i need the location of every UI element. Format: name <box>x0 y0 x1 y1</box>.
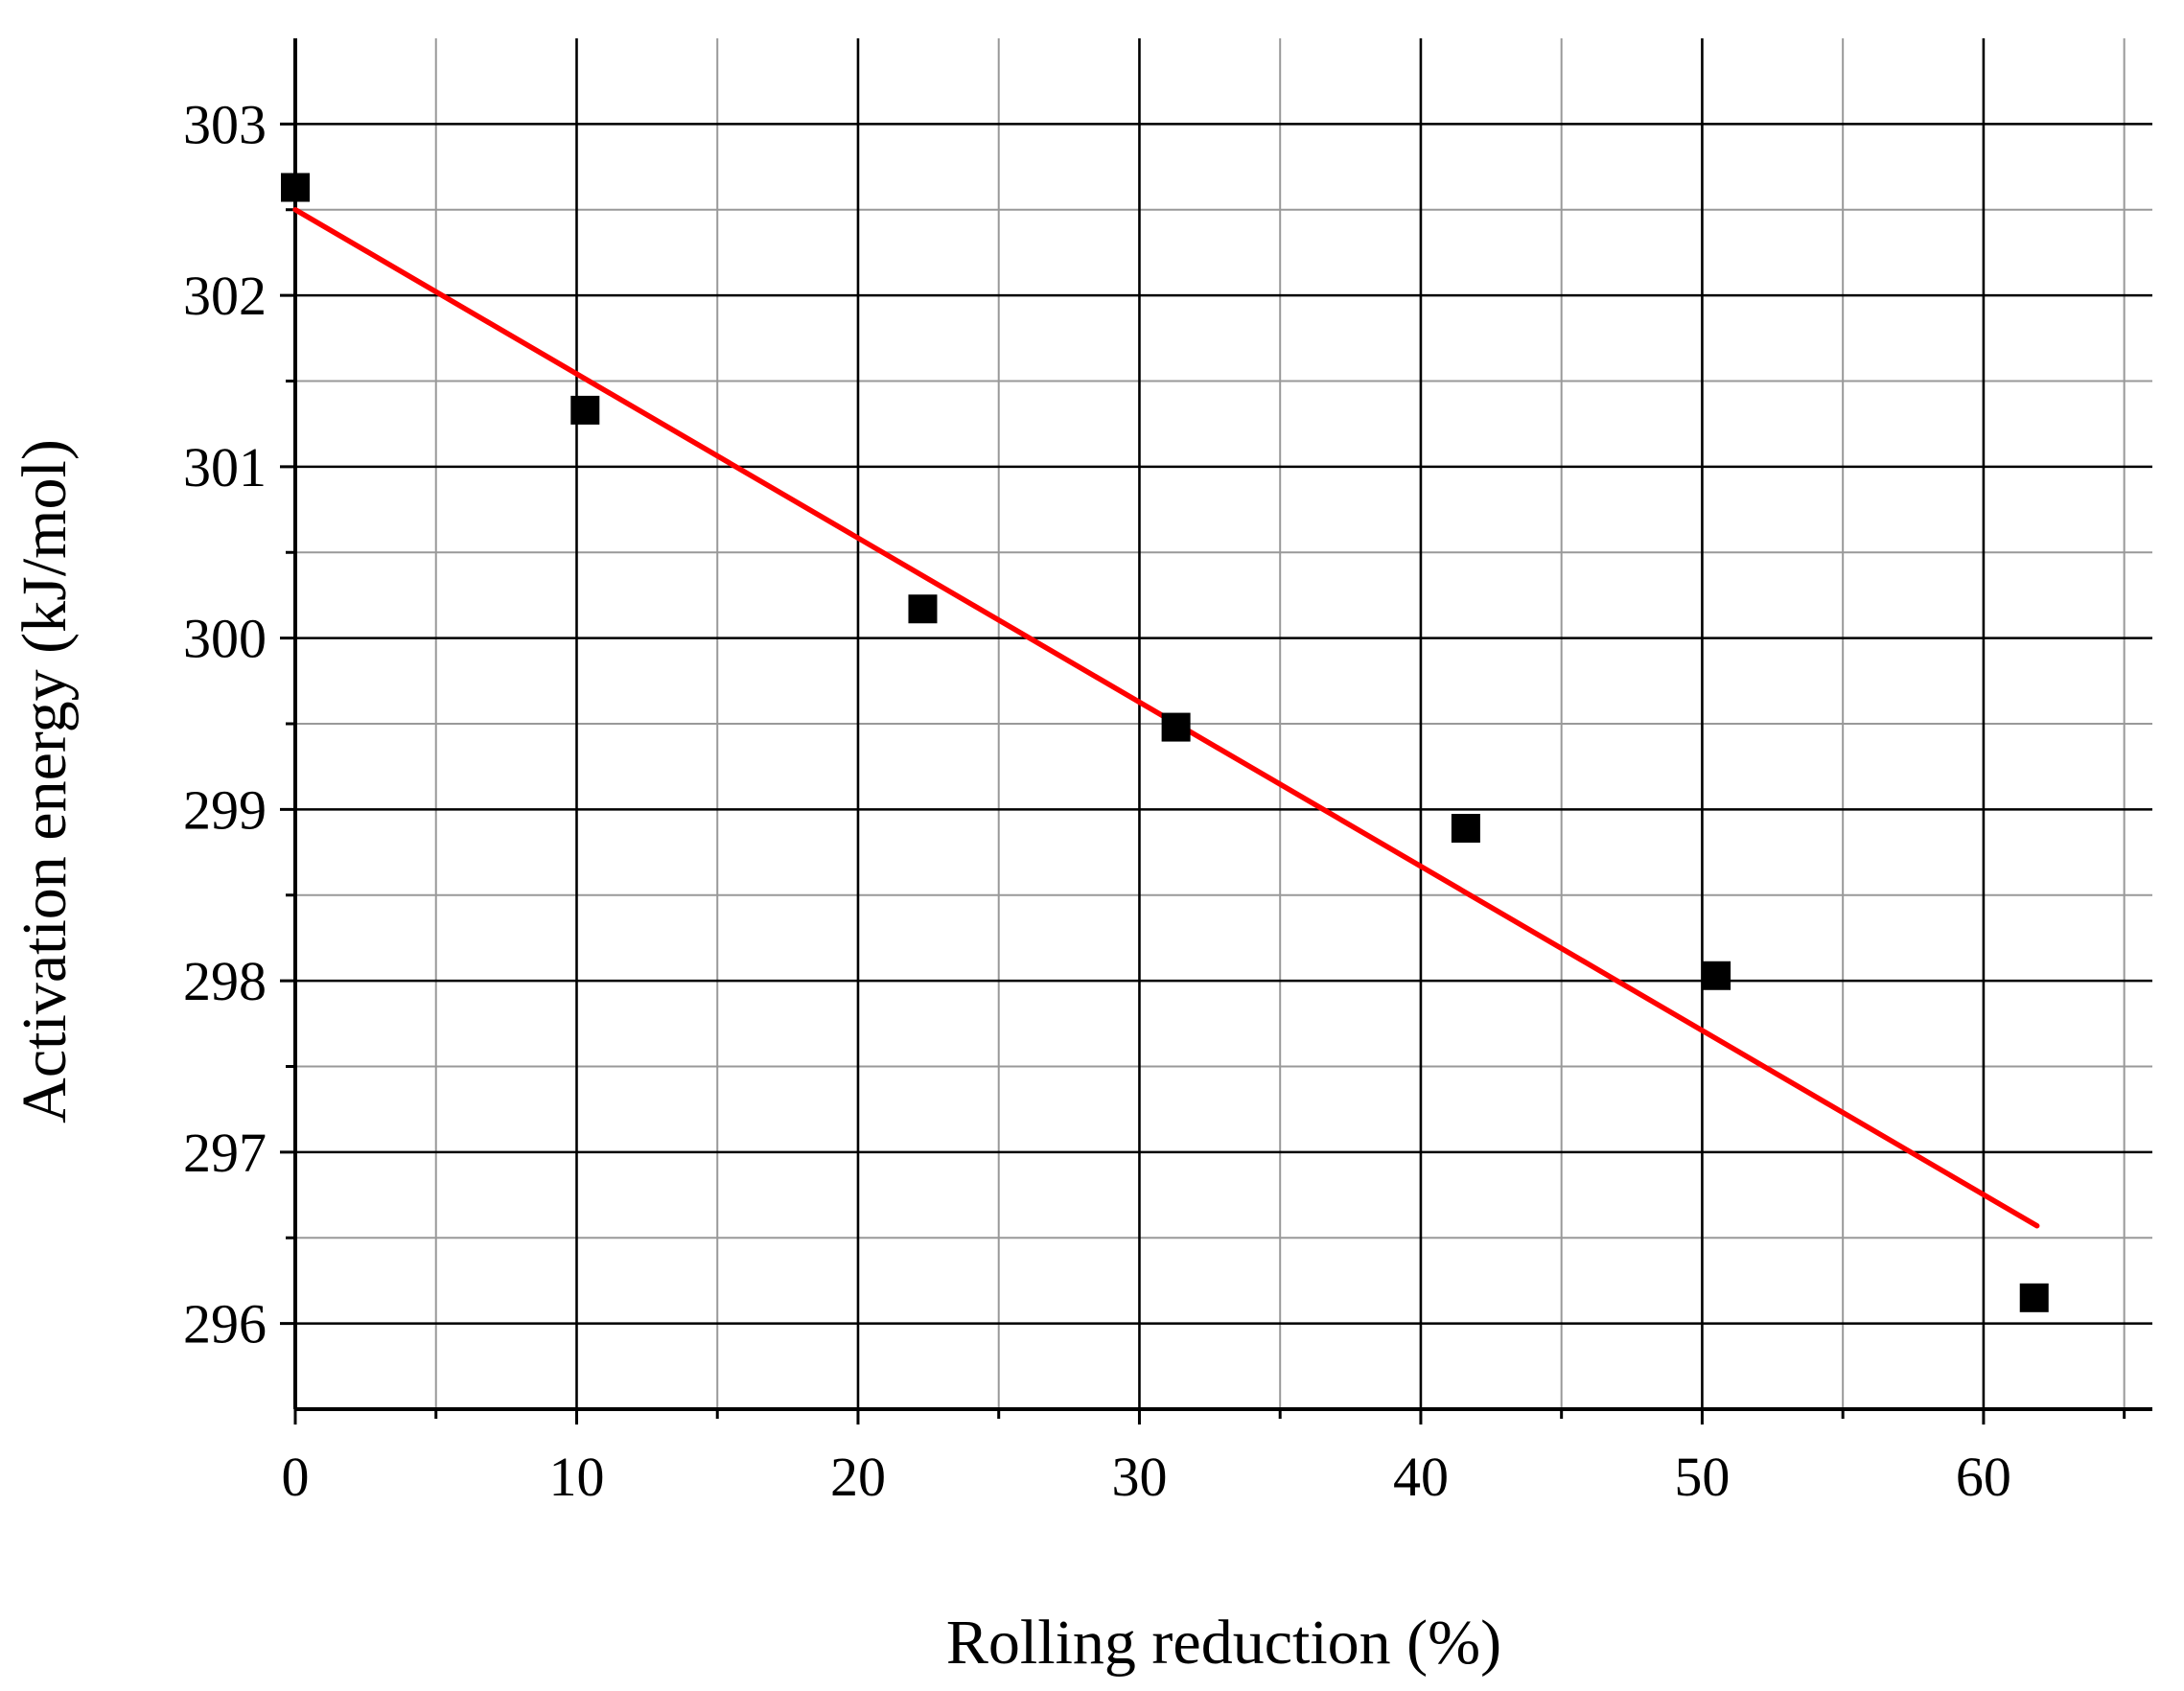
y-tick-label: 296 <box>183 1293 267 1355</box>
x-tick-label: 30 <box>1111 1446 1167 1508</box>
y-tick-label: 300 <box>183 608 267 670</box>
x-tick-label: 10 <box>548 1446 604 1508</box>
y-tick-label: 303 <box>183 93 267 155</box>
y-tick-label: 298 <box>183 950 267 1012</box>
x-tick-label: 50 <box>1674 1446 1730 1508</box>
grid-minor <box>295 38 2152 1409</box>
data-points <box>281 173 2049 1312</box>
x-tick-label: 40 <box>1393 1446 1449 1508</box>
data-point <box>908 594 938 624</box>
y-tick-label: 297 <box>183 1122 267 1184</box>
x-tick-label: 60 <box>1956 1446 2011 1508</box>
data-point <box>1702 961 1731 990</box>
data-point <box>1451 814 1480 844</box>
ticks <box>280 122 2126 1425</box>
data-point <box>2019 1283 2049 1312</box>
data-point <box>281 173 310 202</box>
data-point <box>570 395 600 425</box>
data-point <box>1161 712 1191 742</box>
y-tick-label: 302 <box>183 265 267 327</box>
y-axis-title: Activation energy (kJ/mol) <box>10 439 80 1123</box>
y-tick-label: 299 <box>183 778 267 841</box>
x-tick-label: 20 <box>830 1446 886 1508</box>
grid-major <box>295 38 2152 1409</box>
tick-labels: 0 10 20 30 40 50 60 296 297 298 299 300 301 302 303 <box>183 93 2011 1508</box>
x-axis-title: Rolling reduction (%) <box>946 1608 1501 1678</box>
x-tick-label: 0 <box>282 1446 310 1508</box>
y-tick-label: 301 <box>183 436 267 498</box>
